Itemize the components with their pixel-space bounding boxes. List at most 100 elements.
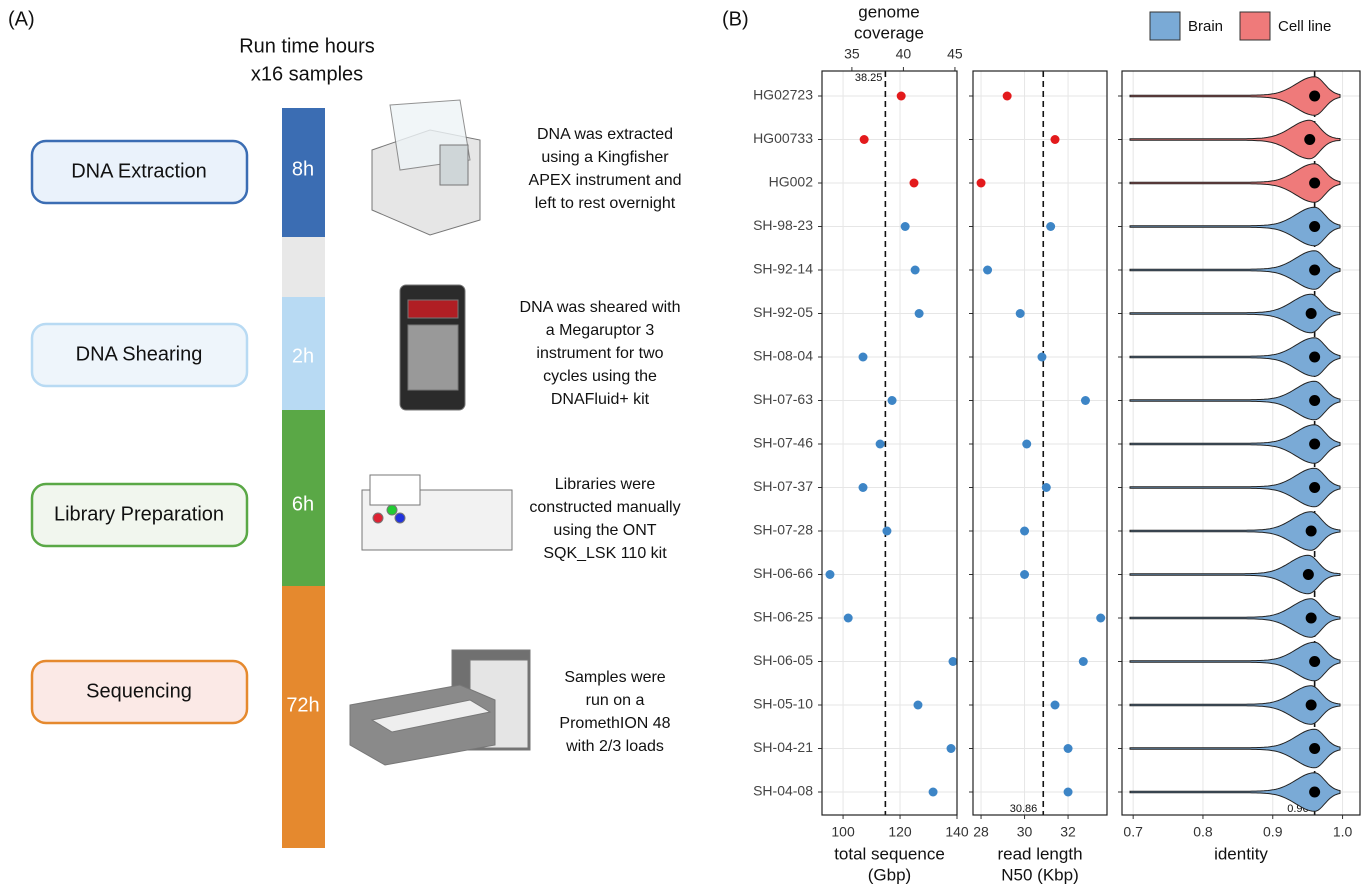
row-label: SH-98-23	[753, 217, 813, 233]
step-description: a Megaruptor 3	[546, 322, 655, 339]
dot	[946, 744, 956, 753]
panel-label: (A)	[8, 8, 35, 30]
time-segment	[282, 297, 325, 410]
x-tick-label: 28	[973, 824, 989, 840]
row-label: SH-06-66	[753, 565, 813, 581]
step-box	[30, 139, 249, 205]
dot	[896, 91, 906, 101]
violin	[1129, 250, 1341, 290]
dot	[909, 178, 919, 188]
hours-label: 8h	[292, 158, 314, 180]
row-label: SH-92-05	[753, 304, 813, 320]
violin	[1129, 598, 1341, 638]
violin	[1129, 511, 1341, 551]
row-label: SH-04-21	[753, 739, 813, 755]
row-label: SH-04-08	[753, 783, 813, 799]
violin	[1129, 206, 1341, 247]
x2-tick-label: 40	[896, 46, 912, 62]
dot	[887, 396, 897, 405]
dot	[1063, 744, 1073, 753]
step-box	[30, 659, 249, 725]
legend-swatch	[1239, 11, 1271, 41]
step-description: constructed manually	[529, 499, 680, 516]
step-name: DNA Shearing	[76, 343, 203, 365]
panel-title: Run time hours	[239, 35, 375, 57]
dot	[1041, 483, 1051, 492]
reference-label: 30.86	[1010, 803, 1038, 815]
row-label: HG00733	[753, 130, 813, 146]
step-description: run on a	[586, 692, 645, 709]
median-dot	[1305, 612, 1317, 624]
hours-label: 2h	[292, 345, 314, 367]
median-dot	[1302, 569, 1314, 580]
x2-tick-label: 45	[947, 46, 963, 62]
violin	[1129, 467, 1341, 508]
time-segment	[282, 586, 325, 848]
dot	[1020, 526, 1030, 536]
x-axis-label: total sequence	[834, 844, 945, 863]
median-dot	[1309, 743, 1321, 754]
x-axis-label: identity	[1214, 844, 1268, 863]
legend-label: Brain	[1188, 18, 1223, 35]
step-description: APEX instrument and	[529, 172, 682, 189]
median-dot	[1309, 221, 1321, 232]
step-description: DNAFluid+ kit	[551, 391, 650, 408]
row-label: SH-08-04	[753, 348, 813, 364]
step-description: DNA was extracted	[537, 126, 673, 143]
panel-title: x16 samples	[251, 63, 363, 85]
violin	[1129, 685, 1341, 725]
x-axis-label: N50 (Kbp)	[1001, 865, 1078, 884]
median-dot	[1309, 395, 1321, 406]
violin	[1129, 728, 1341, 769]
x-tick-label: 0.9	[1263, 824, 1283, 840]
dot	[948, 657, 958, 666]
dot	[1020, 570, 1030, 579]
dot	[1050, 135, 1060, 144]
step-name: Library Preparation	[54, 503, 224, 525]
step-description: cycles using the	[543, 368, 657, 385]
dot	[859, 135, 869, 144]
spacer-segment	[282, 237, 325, 297]
hours-label: 6h	[292, 493, 314, 515]
violin	[1129, 119, 1341, 160]
row-label: HG02723	[753, 87, 813, 103]
legend-label: Cell line	[1278, 18, 1331, 35]
x-tick-label: 120	[888, 824, 912, 840]
row-label: SH-07-37	[753, 478, 813, 494]
row-label: SH-92-14	[753, 261, 813, 277]
median-dot	[1309, 656, 1321, 667]
violin	[1129, 772, 1341, 812]
row-label: SH-07-63	[753, 391, 813, 407]
step-description: left to rest overnight	[535, 195, 676, 212]
step-name: DNA Extraction	[71, 160, 207, 182]
x2-tick-label: 35	[844, 46, 860, 62]
x-tick-label: 0.7	[1123, 824, 1143, 840]
dot	[843, 613, 853, 623]
violin	[1129, 163, 1341, 203]
dot	[1050, 700, 1060, 710]
x-tick-label: 140	[945, 824, 969, 840]
step-description: Libraries were	[555, 476, 656, 493]
violin	[1129, 424, 1341, 464]
dot	[976, 178, 986, 188]
dot	[1015, 309, 1025, 318]
violin	[1129, 380, 1341, 421]
panel-label: (B)	[722, 8, 749, 30]
x-axis-label: (Gbp)	[868, 865, 911, 884]
panel-frame	[972, 70, 1108, 816]
violin	[1129, 76, 1341, 116]
median-dot	[1309, 177, 1321, 189]
row-label: SH-06-25	[753, 609, 813, 625]
dot	[900, 222, 910, 231]
dot	[983, 265, 993, 275]
median-dot	[1305, 308, 1317, 319]
step-description: with 2/3 loads	[565, 738, 664, 755]
instrument-illustration	[349, 99, 531, 766]
median-dot	[1309, 482, 1321, 493]
violin	[1129, 641, 1341, 682]
step-description: using a Kingfisher	[541, 149, 669, 166]
x2-axis-label: genome	[858, 2, 919, 21]
step-name: Sequencing	[86, 680, 192, 702]
violin	[1129, 554, 1341, 595]
